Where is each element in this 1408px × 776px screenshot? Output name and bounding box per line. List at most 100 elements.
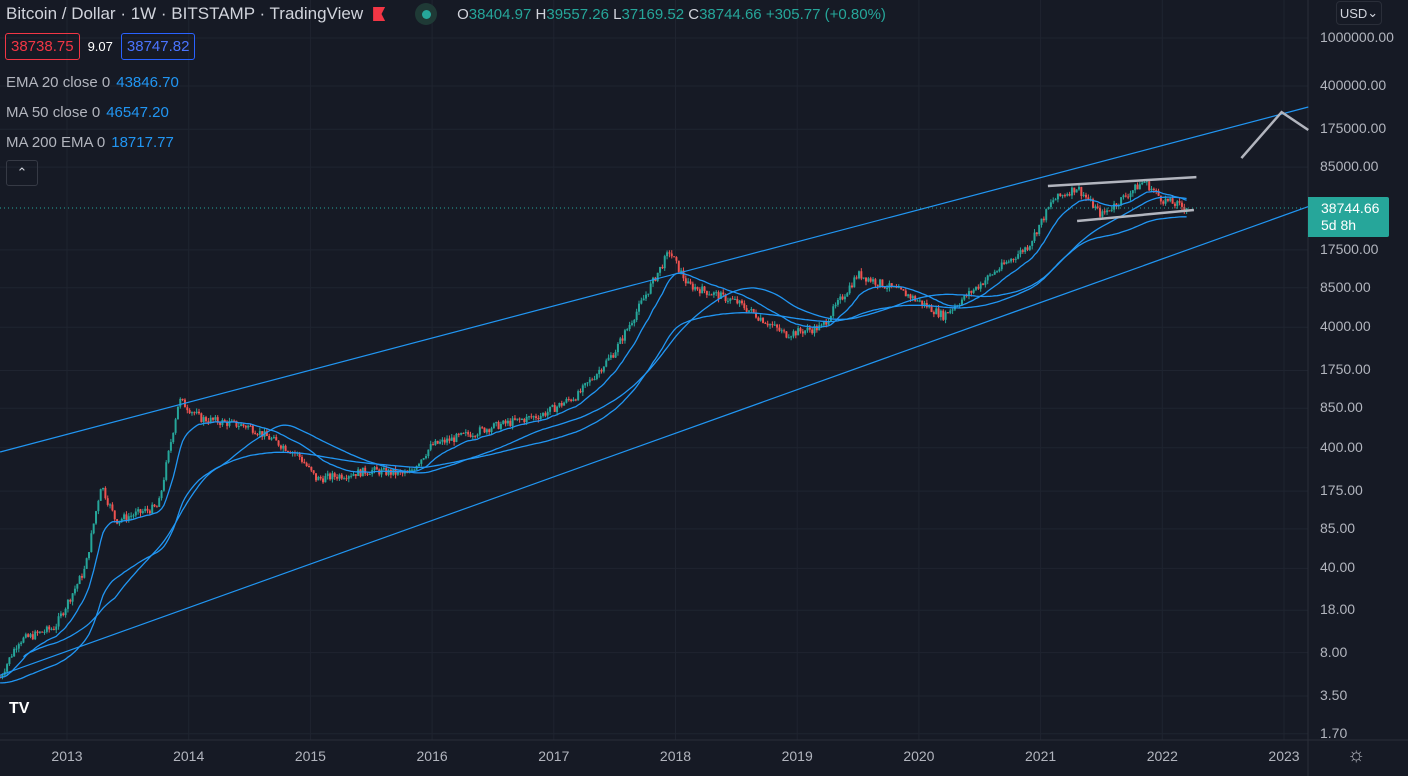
- candle-body: [951, 309, 954, 311]
- tradingview-logo[interactable]: TV: [9, 700, 30, 717]
- candle-body: [137, 509, 140, 512]
- candle-body: [1169, 198, 1172, 201]
- candle-body: [151, 504, 154, 514]
- candle-body: [172, 432, 175, 443]
- candle-body: [970, 291, 973, 293]
- candle-body: [738, 300, 741, 304]
- candle-body: [684, 278, 687, 284]
- candle-body: [1141, 182, 1144, 185]
- currency-select[interactable]: USD ⌄: [1336, 1, 1382, 25]
- candle-body: [567, 399, 570, 401]
- price-tick-label: 1750.00: [1320, 361, 1371, 378]
- candle-body: [448, 438, 451, 441]
- candle-body: [928, 305, 931, 308]
- buy-button[interactable]: 38747.82: [120, 33, 196, 60]
- indicator-ema20[interactable]: EMA 20 close 0 43846.70: [6, 74, 179, 91]
- candle-body: [890, 283, 893, 287]
- candle-body: [490, 428, 493, 433]
- candle-body: [265, 431, 268, 437]
- candle-body: [195, 411, 198, 413]
- candle-body: [712, 292, 715, 295]
- candle-body: [1096, 206, 1099, 208]
- collapse-legend-button[interactable]: ⌃: [6, 160, 38, 186]
- candle-body: [1026, 247, 1029, 250]
- candle-body: [125, 514, 128, 521]
- candle-body: [516, 418, 519, 420]
- candle-body: [549, 406, 552, 412]
- candle-body: [113, 510, 116, 520]
- candle-body: [942, 310, 945, 320]
- candle-body: [6, 664, 9, 672]
- candle-body: [563, 402, 566, 406]
- ma-200-line: [0, 216, 1187, 684]
- candle-body: [872, 279, 875, 282]
- candle-body: [1113, 203, 1116, 210]
- candle-body: [869, 278, 872, 282]
- candle-body: [160, 490, 163, 499]
- candle-body: [560, 402, 563, 406]
- price-tick-label: 1000000.00: [1320, 29, 1394, 45]
- candle-body: [375, 467, 378, 470]
- candle-body: [165, 462, 168, 480]
- candle-body: [616, 343, 619, 353]
- candle-body: [1061, 195, 1064, 197]
- indicator-ma50[interactable]: MA 50 close 0 46547.20: [6, 104, 169, 121]
- settings-gear-icon[interactable]: ☼: [1347, 744, 1366, 766]
- candle-body: [1183, 206, 1186, 211]
- candle-body: [141, 511, 144, 513]
- candle-body: [464, 432, 467, 434]
- candle-body: [776, 324, 779, 328]
- candle-body: [212, 417, 215, 420]
- candle-body: [673, 256, 676, 258]
- candle-body: [272, 437, 275, 439]
- candle-body: [202, 417, 205, 423]
- candle-body: [420, 459, 423, 464]
- projection-arrow-trendline: [1240, 110, 1309, 159]
- flag-icon[interactable]: [373, 7, 386, 21]
- candle-body: [1157, 190, 1160, 196]
- candle-body: [179, 398, 182, 407]
- candle-body: [120, 518, 123, 521]
- candle-body: [804, 330, 807, 334]
- candle-body: [226, 421, 229, 426]
- candle-body: [373, 467, 376, 470]
- candle-body: [303, 461, 306, 464]
- price-tick-label: 8.00: [1320, 643, 1348, 660]
- candle-body: [76, 584, 79, 589]
- candle-body: [92, 523, 95, 534]
- candle-body: [41, 631, 44, 633]
- candle-body: [460, 432, 463, 435]
- candle-body: [153, 504, 156, 507]
- candle-body: [200, 413, 203, 423]
- candle-body: [350, 475, 353, 477]
- indicator-ma200[interactable]: MA 200 EMA 0 18717.77: [6, 134, 174, 151]
- candle-body: [855, 277, 858, 279]
- candle-body: [1124, 195, 1127, 197]
- candle-body: [1094, 206, 1097, 209]
- candle-body: [441, 439, 444, 442]
- candle-body: [937, 308, 940, 317]
- candle-body: [439, 441, 442, 444]
- candle-body: [1035, 232, 1038, 235]
- candle-body: [78, 576, 81, 585]
- candle-body: [612, 355, 615, 358]
- price-tick-label: 175000.00: [1320, 120, 1387, 137]
- candle-body: [909, 294, 912, 299]
- candle-body: [1127, 196, 1130, 198]
- candle-body: [443, 439, 446, 443]
- candle-body: [1031, 240, 1034, 246]
- sell-button[interactable]: 38738.75: [5, 33, 80, 60]
- candle-body: [551, 405, 554, 407]
- candle-body: [1000, 262, 1003, 270]
- candle-body: [874, 279, 877, 285]
- candle-body: [254, 432, 257, 435]
- candle-body: [546, 411, 549, 416]
- candle-body: [792, 331, 795, 337]
- symbol-title[interactable]: Bitcoin / Dollar · 1W · BITSTAMP · Tradi…: [6, 4, 364, 23]
- candle-body: [1085, 194, 1088, 198]
- candle-body: [1171, 198, 1174, 204]
- candle-body: [848, 285, 851, 294]
- candle-body: [846, 293, 849, 297]
- current-price-label: 38744.66 5d 8h: [1308, 197, 1389, 237]
